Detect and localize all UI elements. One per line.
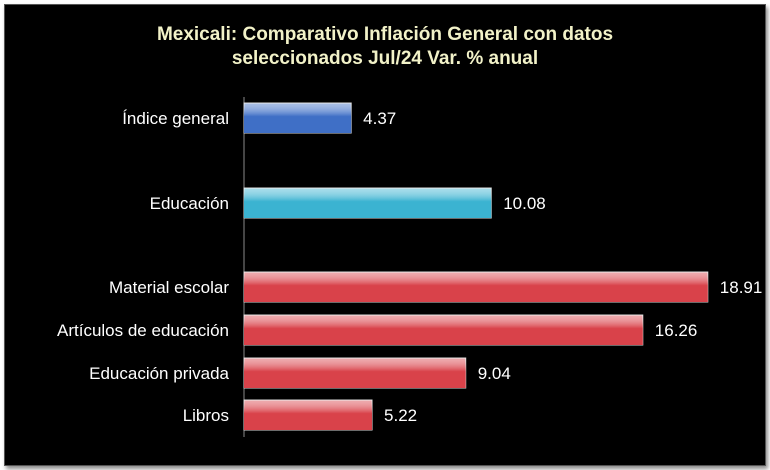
value-label-0: 4.37 (363, 109, 396, 128)
bar-gloss-0 (244, 103, 352, 133)
bar-gloss-3 (244, 315, 643, 345)
bar-gloss-4 (244, 358, 466, 388)
category-label-3: Artículos de educación (57, 321, 229, 340)
value-label-4: 9.04 (478, 364, 511, 383)
chart-title-line-2: seleccionados Jul/24 Var. % anual (231, 48, 539, 69)
category-label-0: Índice general (122, 109, 229, 128)
chart-frame: Mexicali: Comparativo Inflación General … (4, 4, 766, 466)
value-label-2: 18.91 (720, 278, 763, 297)
bar-gloss-5 (244, 400, 373, 430)
category-label-5: Libros (183, 406, 229, 425)
category-label-1: Educación (150, 194, 229, 213)
bar-chart-plot: Índice general 4.37 Educación 10.08 Material… (57, 97, 763, 437)
bar-gloss-2 (244, 272, 708, 302)
chart-title: Mexicali: Comparativo Inflación General … (5, 23, 765, 71)
category-label-2: Material escolar (109, 278, 229, 297)
value-label-1: 10.08 (503, 194, 546, 213)
bar-gloss-1 (244, 188, 492, 218)
category-label-4: Educación privada (89, 364, 229, 383)
chart-title-line-1: Mexicali: Comparativo Inflación General … (156, 24, 614, 45)
value-label-3: 16.26 (655, 321, 698, 340)
value-label-5: 5.22 (384, 406, 417, 425)
